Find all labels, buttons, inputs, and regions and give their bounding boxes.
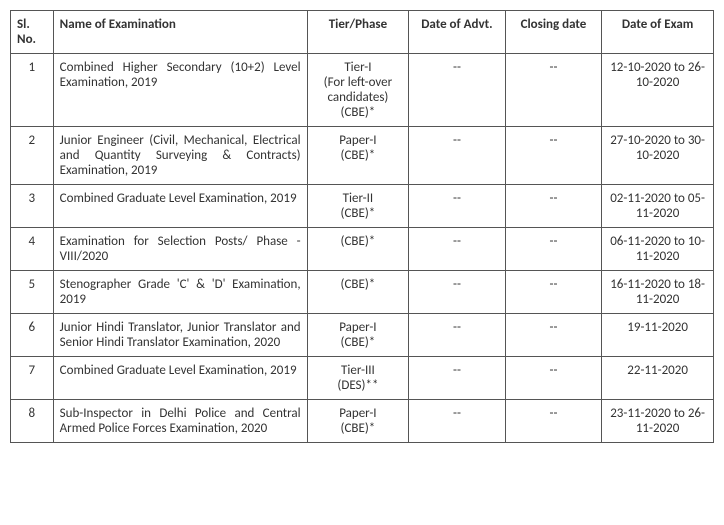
table-row: 2Junior Engineer (Civil, Mechanical, Ele… bbox=[11, 127, 714, 185]
table-row: 4Examination for Selection Posts/ Phase … bbox=[11, 228, 714, 271]
cell-close: -- bbox=[505, 228, 602, 271]
cell-exam: 23-11-2020 to 26-11-2020 bbox=[602, 400, 714, 443]
cell-exam: 12-10-2020 to 26-10-2020 bbox=[602, 54, 714, 127]
exam-schedule-table: Sl. No. Name of Examination Tier/Phase D… bbox=[10, 10, 714, 443]
cell-name: Combined Graduate Level Examination, 201… bbox=[53, 185, 307, 228]
cell-close: -- bbox=[505, 314, 602, 357]
col-header-close: Closing date bbox=[505, 11, 602, 54]
table-body: 1Combined Higher Secondary (10+2) Level … bbox=[11, 54, 714, 443]
cell-sl: 3 bbox=[11, 185, 54, 228]
cell-close: -- bbox=[505, 271, 602, 314]
cell-tier: (CBE)* bbox=[307, 228, 409, 271]
cell-exam: 06-11-2020 to 10-11-2020 bbox=[602, 228, 714, 271]
table-row: 7Combined Graduate Level Examination, 20… bbox=[11, 357, 714, 400]
cell-name: Junior Hindi Translator, Junior Translat… bbox=[53, 314, 307, 357]
cell-advt: -- bbox=[409, 400, 506, 443]
cell-tier: (CBE)* bbox=[307, 271, 409, 314]
cell-sl: 1 bbox=[11, 54, 54, 127]
col-header-tier: Tier/Phase bbox=[307, 11, 409, 54]
cell-name: Junior Engineer (Civil, Mechanical, Elec… bbox=[53, 127, 307, 185]
col-header-exam: Date of Exam bbox=[602, 11, 714, 54]
cell-sl: 5 bbox=[11, 271, 54, 314]
cell-sl: 8 bbox=[11, 400, 54, 443]
cell-advt: -- bbox=[409, 228, 506, 271]
cell-advt: -- bbox=[409, 271, 506, 314]
cell-tier: Paper-I (CBE)* bbox=[307, 127, 409, 185]
cell-name: Combined Higher Secondary (10+2) Level E… bbox=[53, 54, 307, 127]
cell-tier: Tier-I (For left-over candidates) (CBE)* bbox=[307, 54, 409, 127]
cell-tier: Tier-III (DES)** bbox=[307, 357, 409, 400]
cell-advt: -- bbox=[409, 54, 506, 127]
cell-name: Examination for Selection Posts/ Phase -… bbox=[53, 228, 307, 271]
table-row: 3Combined Graduate Level Examination, 20… bbox=[11, 185, 714, 228]
cell-advt: -- bbox=[409, 314, 506, 357]
cell-close: -- bbox=[505, 127, 602, 185]
cell-name: Combined Graduate Level Examination, 201… bbox=[53, 357, 307, 400]
cell-sl: 4 bbox=[11, 228, 54, 271]
cell-close: -- bbox=[505, 357, 602, 400]
table-row: 1Combined Higher Secondary (10+2) Level … bbox=[11, 54, 714, 127]
cell-tier: Paper-I (CBE)* bbox=[307, 314, 409, 357]
cell-exam: 19-11-2020 bbox=[602, 314, 714, 357]
cell-sl: 2 bbox=[11, 127, 54, 185]
cell-advt: -- bbox=[409, 357, 506, 400]
table-row: 6Junior Hindi Translator, Junior Transla… bbox=[11, 314, 714, 357]
cell-exam: 02-11-2020 to 05-11-2020 bbox=[602, 185, 714, 228]
col-header-name: Name of Examination bbox=[53, 11, 307, 54]
col-header-sl: Sl. No. bbox=[11, 11, 54, 54]
cell-close: -- bbox=[505, 54, 602, 127]
table-row: 8Sub-Inspector in Delhi Police and Centr… bbox=[11, 400, 714, 443]
cell-name: Stenographer Grade 'C' & 'D' Examination… bbox=[53, 271, 307, 314]
cell-tier: Paper-I (CBE)* bbox=[307, 400, 409, 443]
cell-tier: Tier-II (CBE)* bbox=[307, 185, 409, 228]
cell-advt: -- bbox=[409, 185, 506, 228]
table-row: 5Stenographer Grade 'C' & 'D' Examinatio… bbox=[11, 271, 714, 314]
cell-sl: 7 bbox=[11, 357, 54, 400]
cell-sl: 6 bbox=[11, 314, 54, 357]
cell-advt: -- bbox=[409, 127, 506, 185]
cell-exam: 22-11-2020 bbox=[602, 357, 714, 400]
cell-exam: 16-11-2020 to 18-11-2020 bbox=[602, 271, 714, 314]
col-header-advt: Date of Advt. bbox=[409, 11, 506, 54]
cell-exam: 27-10-2020 to 30-10-2020 bbox=[602, 127, 714, 185]
cell-name: Sub-Inspector in Delhi Police and Centra… bbox=[53, 400, 307, 443]
table-header-row: Sl. No. Name of Examination Tier/Phase D… bbox=[11, 11, 714, 54]
cell-close: -- bbox=[505, 400, 602, 443]
cell-close: -- bbox=[505, 185, 602, 228]
